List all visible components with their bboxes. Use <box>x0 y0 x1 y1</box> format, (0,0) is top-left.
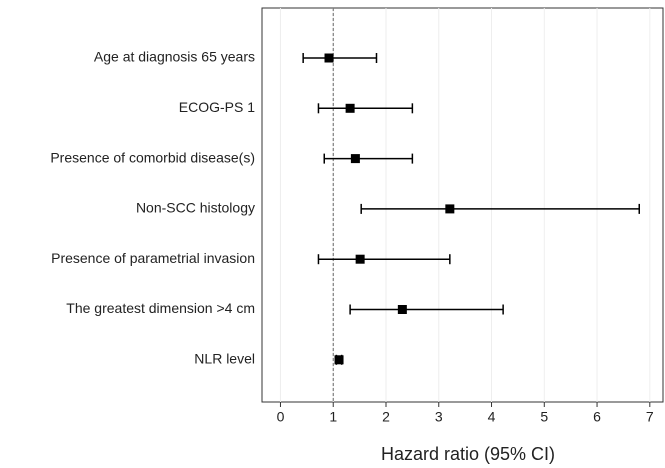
row-label: Non-SCC histology <box>136 200 255 216</box>
row-label: Age at diagnosis 65 years <box>94 49 255 65</box>
x-tick-label: 1 <box>329 409 337 425</box>
point-estimate <box>445 204 455 214</box>
point-estimate <box>334 355 344 365</box>
x-tick-label: 4 <box>488 409 496 425</box>
x-tick-label: 0 <box>277 409 285 425</box>
x-tick-label: 5 <box>540 409 548 425</box>
row-label: ECOG-PS 1 <box>179 99 255 115</box>
point-estimate <box>324 53 334 63</box>
x-tick-label: 6 <box>593 409 601 425</box>
row-label: Presence of comorbid disease(s) <box>50 149 255 165</box>
row-label: The greatest dimension >4 cm <box>66 300 255 316</box>
point-estimate <box>350 154 360 164</box>
point-estimate <box>355 254 365 264</box>
x-tick-label: 3 <box>435 409 443 425</box>
point-estimate <box>345 103 355 113</box>
row-label: NLR level <box>194 351 255 367</box>
point-estimate <box>397 305 407 314</box>
x-tick-label: 7 <box>646 409 654 425</box>
x-tick-label: 2 <box>382 409 390 425</box>
row-label: Presence of parametrial invasion <box>51 250 255 266</box>
plot-frame <box>261 7 664 403</box>
x-axis-title: Hazard ratio (95% CI) <box>381 444 555 464</box>
